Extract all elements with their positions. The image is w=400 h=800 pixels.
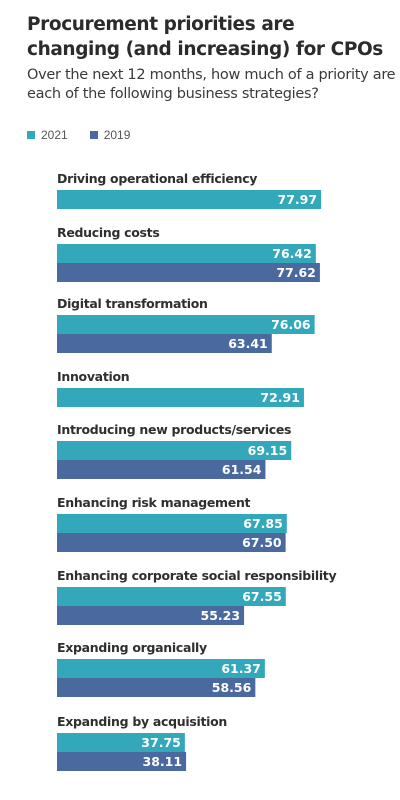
category-label-expanding-organically: Expanding organically — [57, 640, 207, 655]
value-label-2019-expanding-by-acquisition: 38.11 — [143, 754, 183, 769]
chart-legend: 2021 2019 — [27, 128, 152, 142]
legend-swatch-2019 — [89, 131, 98, 139]
bar-2021-enhancing-risk-management — [57, 514, 287, 533]
bar-2021-introducing-new-products-services — [57, 441, 292, 460]
bar-2019-introducing-new-products-services — [57, 460, 266, 479]
category-label-enhancing-corporate-social-responsibility: Enhancing corporate social responsibilit… — [57, 568, 336, 583]
bar-2019-enhancing-corporate-social-responsibility — [57, 606, 245, 625]
bar-2019-enhancing-risk-management — [57, 533, 286, 552]
category-label-reducing-costs: Reducing costs — [57, 225, 160, 240]
category-label-driving-operational-efficiency: Driving operational efficiency — [57, 171, 257, 186]
value-label-2021-driving-operational-efficiency: 77.97 — [278, 192, 318, 207]
value-label-2021-expanding-organically: 61.37 — [221, 661, 261, 676]
category-label-introducing-new-products-services: Introducing new products/services — [57, 422, 291, 437]
value-label-2021-enhancing-risk-management: 67.85 — [243, 516, 283, 531]
legend-item-2021: 2021 — [27, 128, 68, 142]
bar-2021-digital-transformation — [57, 315, 315, 334]
bar-2019-digital-transformation — [57, 334, 272, 353]
legend-item-2019: 2019 — [89, 128, 131, 142]
chart-subtitle: Over the next 12 months, how much of a p… — [27, 67, 396, 102]
category-label-enhancing-risk-management: Enhancing risk management — [57, 495, 251, 510]
legend-label-2021: 2021 — [41, 128, 68, 142]
value-label-2019-expanding-organically: 58.56 — [212, 680, 252, 695]
value-label-2021-innovation: 72.91 — [260, 390, 300, 405]
value-label-2021-enhancing-corporate-social-responsibility: 67.55 — [242, 589, 282, 604]
bar-2019-expanding-organically — [57, 678, 256, 697]
value-label-2021-digital-transformation: 76.06 — [271, 317, 311, 332]
value-label-2019-reducing-costs: 77.62 — [276, 265, 316, 280]
value-label-2021-expanding-by-acquisition: 37.75 — [141, 735, 181, 750]
bar-2021-expanding-organically — [57, 659, 265, 678]
value-label-2019-introducing-new-products-services: 61.54 — [222, 462, 262, 477]
bar-2019-reducing-costs — [57, 263, 320, 282]
bar-2021-reducing-costs — [57, 244, 316, 263]
legend-label-2019: 2019 — [103, 128, 131, 142]
bar-2021-expanding-by-acquisition — [57, 733, 185, 752]
value-label-2021-introducing-new-products-services: 69.15 — [248, 443, 288, 458]
category-label-innovation: Innovation — [57, 369, 129, 384]
value-label-2019-enhancing-corporate-social-responsibility: 55.23 — [201, 608, 241, 623]
value-label-2019-enhancing-risk-management: 67.50 — [242, 535, 282, 550]
value-label-2019-digital-transformation: 63.41 — [228, 336, 268, 351]
bar-2021-driving-operational-efficiency — [57, 190, 322, 209]
category-label-digital-transformation: Digital transformation — [57, 296, 208, 311]
category-label-expanding-by-acquisition: Expanding by acquisition — [57, 714, 227, 729]
legend-swatch-2021 — [27, 131, 35, 139]
bar-2019-expanding-by-acquisition — [57, 752, 187, 771]
bar-2021-innovation — [57, 388, 304, 407]
chart-title: Procurement priorities are changing (and… — [27, 14, 383, 60]
value-label-2021-reducing-costs: 76.42 — [272, 246, 312, 261]
bar-2021-enhancing-corporate-social-responsibility — [57, 587, 286, 606]
